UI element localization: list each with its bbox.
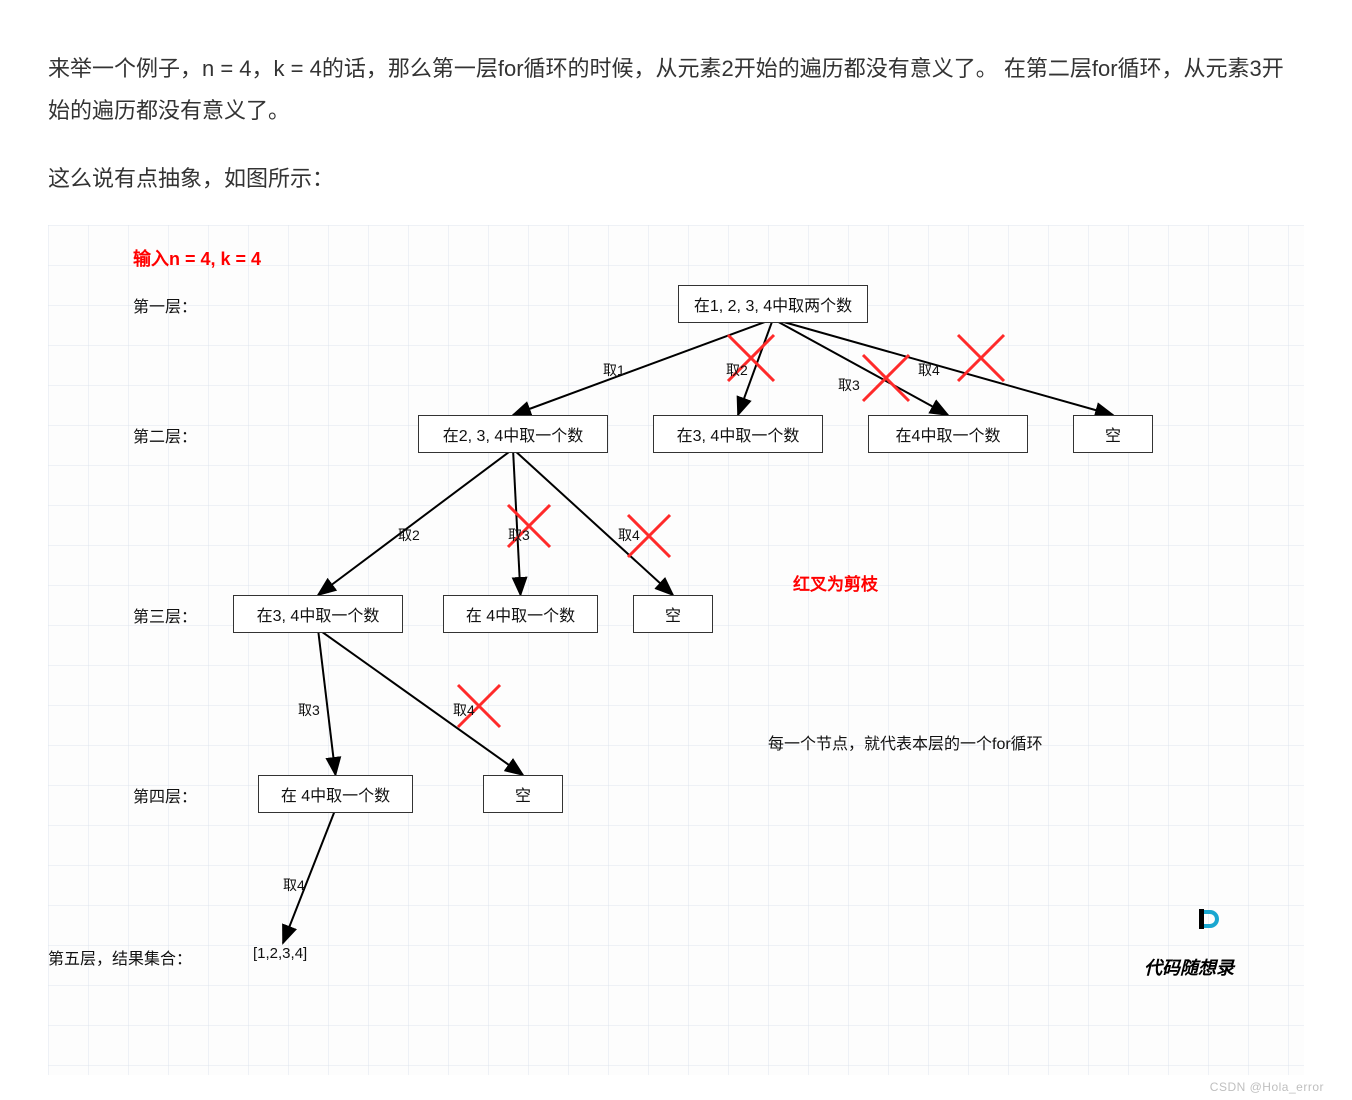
- edge-label-1: 取2: [726, 360, 748, 380]
- level-3-label: 第三层：: [133, 603, 197, 627]
- intro-paragraph-1: 来举一个例子，n = 4，k = 4的话，那么第一层for循环的时候，从元素2开…: [48, 48, 1304, 132]
- level-1-label: 第一层：: [133, 293, 197, 317]
- intro-paragraph-2: 这么说有点抽象，如图所示：: [48, 158, 1304, 200]
- level-4-label: 第四层：: [133, 783, 197, 807]
- tree-diagram: 输入n = 4, k = 4 第一层： 第二层： 第三层： 第四层： 第五层，结…: [48, 225, 1304, 1075]
- grid-background: [48, 225, 1304, 1075]
- node-l3c: 空: [633, 595, 713, 633]
- level-5-label: 第五层，结果集合：: [48, 945, 192, 969]
- brand-logo: 代码随想录: [1144, 906, 1234, 980]
- node-l3a: 在3, 4中取一个数: [233, 595, 403, 633]
- watermark: CSDN @Hola_error: [1210, 1080, 1324, 1094]
- node-l2d: 空: [1073, 415, 1153, 453]
- node-l2a: 在2, 3, 4中取一个数: [418, 415, 608, 453]
- node-l3b: 在 4中取一个数: [443, 595, 598, 633]
- node-l2b: 在3, 4中取一个数: [653, 415, 823, 453]
- edge-label-5: 取3: [508, 525, 530, 545]
- node-l2c: 在4中取一个数: [868, 415, 1028, 453]
- prune-annotation: 红叉为剪枝: [793, 570, 878, 595]
- edge-label-9: 取4: [283, 875, 305, 895]
- edge-label-2: 取3: [838, 375, 860, 395]
- edge-label-8: 取4: [453, 700, 475, 720]
- input-label: 输入n = 4, k = 4: [133, 245, 261, 271]
- edge-label-7: 取3: [298, 700, 320, 720]
- edge-label-4: 取2: [398, 525, 420, 545]
- brand-text: 代码随想录: [1144, 958, 1234, 978]
- edge-label-3: 取4: [918, 360, 940, 380]
- edge-label-0: 取1: [603, 360, 625, 380]
- node-result: [1,2,3,4]: [253, 945, 307, 962]
- node-l4b: 空: [483, 775, 563, 813]
- node-l4a: 在 4中取一个数: [258, 775, 413, 813]
- node-root: 在1, 2, 3, 4中取两个数: [678, 285, 868, 323]
- level-2-label: 第二层：: [133, 423, 197, 447]
- forloop-annotation: 每一个节点，就代表本层的一个for循环: [768, 730, 1043, 754]
- edge-label-6: 取4: [618, 525, 640, 545]
